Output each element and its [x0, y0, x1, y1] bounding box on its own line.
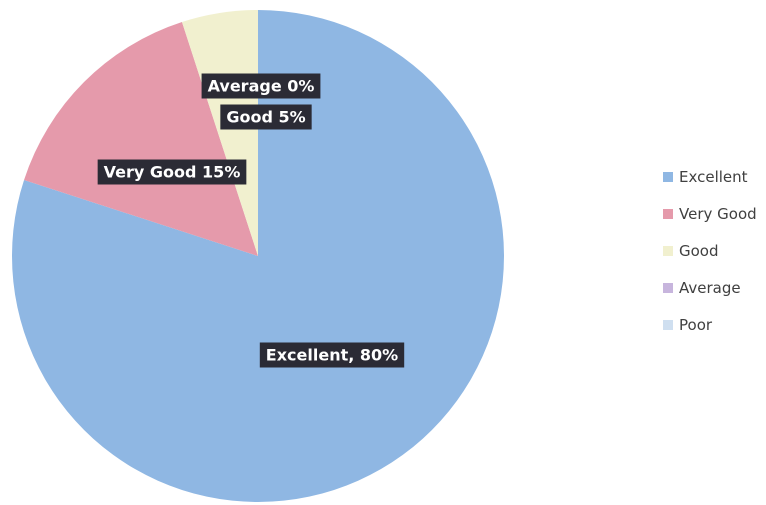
slice-label-average: Average 0%	[201, 73, 321, 99]
slice-label-box	[220, 104, 312, 130]
slice-label-box	[201, 73, 321, 99]
slice-label-very-good: Very Good 15%	[97, 159, 247, 185]
slice-good	[181, 10, 258, 256]
legend-item-average: Average	[663, 279, 741, 297]
legend-swatch	[663, 320, 673, 330]
slice-label-box	[97, 159, 247, 185]
legend-item-good: Good	[663, 242, 719, 260]
legend: Excellent Very Good Good Average Poor	[663, 168, 757, 334]
legend-label: Poor	[679, 316, 713, 334]
legend-item-excellent: Excellent	[663, 168, 748, 186]
slice-labels: Excellent, 80% Very Good 15% Good 5% Averag…	[97, 73, 405, 368]
slice-label-text: Good 5%	[226, 108, 305, 127]
legend-item-very-good: Very Good	[663, 205, 757, 223]
legend-label: Average	[679, 279, 741, 297]
slice-label-text: Very Good 15%	[104, 163, 241, 182]
legend-swatch	[663, 283, 673, 293]
pie-slices	[11, 10, 504, 502]
slice-label-text: Excellent, 80%	[266, 346, 398, 365]
slice-label-excellent: Excellent, 80%	[259, 342, 405, 368]
legend-label: Good	[679, 242, 719, 260]
slice-label-good: Good 5%	[220, 104, 312, 130]
slice-label-box	[259, 342, 405, 368]
slice-excellent	[11, 10, 504, 502]
slice-label-text: Average 0%	[208, 77, 315, 96]
legend-label: Excellent	[679, 168, 748, 186]
legend-swatch	[663, 172, 673, 182]
legend-swatch	[663, 246, 673, 256]
legend-item-poor: Poor	[663, 316, 713, 334]
legend-label: Very Good	[679, 205, 757, 223]
legend-swatch	[663, 209, 673, 219]
slice-very-good	[24, 22, 258, 256]
